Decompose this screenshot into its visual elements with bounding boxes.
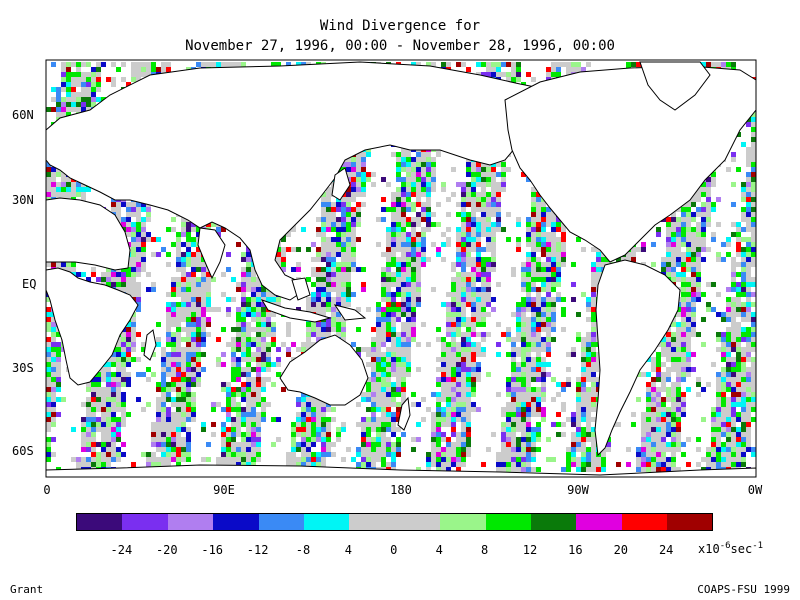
legend-tick-3: -12 bbox=[246, 543, 269, 557]
north-america-landmass bbox=[504, 65, 757, 263]
legend-swatch-6 bbox=[349, 514, 395, 530]
eurasia-landmass bbox=[45, 61, 606, 301]
australia-landmass bbox=[279, 334, 369, 406]
lon-label-0w: 0W bbox=[747, 483, 763, 497]
lat-label-30s: 30S bbox=[12, 361, 34, 375]
legend-tick-6: 0 bbox=[390, 543, 398, 557]
legend-tick-12: 24 bbox=[658, 543, 674, 557]
legend-tick-9: 12 bbox=[522, 543, 538, 557]
legend-swatch-9 bbox=[485, 514, 531, 530]
color-legend bbox=[76, 513, 714, 531]
legend-tick-8: 8 bbox=[480, 543, 489, 557]
legend-swatch-8 bbox=[440, 514, 486, 530]
map-title-line-1: Wind Divergence for bbox=[319, 18, 481, 34]
greenland bbox=[639, 61, 711, 111]
lat-label-eq: EQ bbox=[22, 277, 37, 291]
borneo bbox=[291, 277, 311, 301]
footer-author: Grant bbox=[10, 583, 44, 596]
legend-tick-0: -24 bbox=[110, 543, 133, 557]
madagascar bbox=[143, 329, 157, 361]
legend-tick-4: -8 bbox=[295, 543, 311, 557]
legend-swatch-0 bbox=[77, 514, 123, 530]
lon-label-0: 0 bbox=[43, 483, 51, 497]
lon-label-180: 180 bbox=[390, 483, 412, 497]
map-title-line-2: November 27, 1996, 00:00 - November 28, … bbox=[185, 38, 615, 54]
japan bbox=[331, 167, 351, 201]
lat-label-60n: 60N bbox=[12, 108, 34, 122]
india bbox=[197, 227, 226, 280]
legend-swatch-10 bbox=[530, 514, 577, 530]
lon-label-90w: 90W bbox=[567, 483, 589, 497]
legend-tick-1: -20 bbox=[155, 543, 178, 557]
legend-tick-10: 16 bbox=[568, 543, 583, 557]
legend-swatch-2 bbox=[167, 514, 214, 530]
south-america-landmass bbox=[594, 259, 681, 457]
footer-credit: COAPS-FSU 1999 bbox=[697, 583, 790, 596]
legend-swatch-4 bbox=[258, 514, 304, 530]
coastlines bbox=[45, 61, 757, 478]
africa-north bbox=[45, 197, 131, 271]
legend-swatch-5 bbox=[303, 514, 350, 530]
legend-swatch-12 bbox=[621, 514, 668, 530]
legend-swatch-11 bbox=[576, 514, 622, 530]
new-zealand bbox=[397, 396, 411, 431]
legend-swatch-3 bbox=[213, 514, 259, 530]
africa-landmass bbox=[45, 267, 139, 386]
legend-tick-5: 4 bbox=[344, 543, 353, 557]
legend-tick-7: 4 bbox=[435, 543, 443, 557]
legend-tick-11: 20 bbox=[613, 543, 629, 557]
lat-label-60s: 60S bbox=[12, 444, 34, 458]
legend-tick-2: -16 bbox=[201, 543, 224, 557]
map-frame bbox=[45, 59, 757, 478]
legend-units: x10-6sec-1 bbox=[698, 541, 764, 556]
new-guinea bbox=[333, 304, 367, 321]
lat-label-30n: 30N bbox=[12, 193, 34, 207]
lon-label-90e: 90E bbox=[213, 483, 235, 497]
legend-swatch-7 bbox=[394, 514, 441, 530]
legend-swatch-1 bbox=[122, 514, 168, 530]
indonesia bbox=[260, 299, 332, 323]
legend-swatch-13 bbox=[667, 514, 713, 530]
